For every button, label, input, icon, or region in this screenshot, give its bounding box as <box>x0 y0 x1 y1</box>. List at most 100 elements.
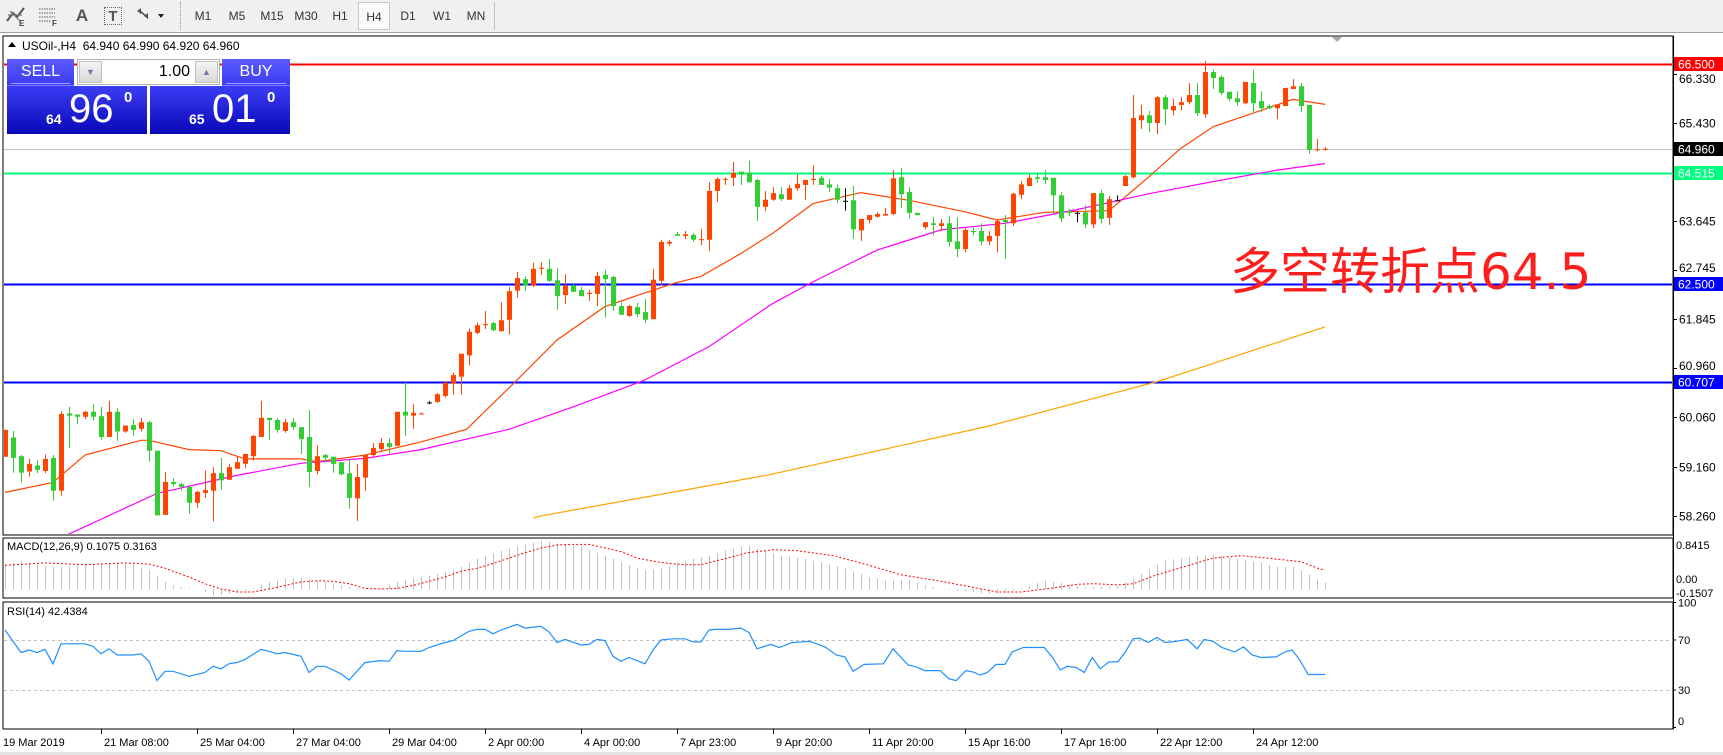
buy-button[interactable]: BUY <box>222 59 290 86</box>
candle <box>971 226 976 236</box>
candle <box>75 414 80 425</box>
candle-body <box>979 230 984 242</box>
candle <box>115 407 120 441</box>
sell-button[interactable]: SELL <box>7 59 74 86</box>
time-axis-label: 2 Apr 00:00 <box>488 737 544 749</box>
macd-plot <box>4 540 1326 596</box>
timeframe-mn[interactable]: MN <box>466 9 486 23</box>
candle-body <box>763 199 768 207</box>
arrows-dropdown-icon[interactable] <box>134 5 170 27</box>
candle-body <box>1307 104 1312 150</box>
candle <box>211 467 216 522</box>
sell-label: SELL <box>20 63 61 80</box>
candle <box>1059 192 1064 223</box>
candle-body <box>699 239 704 241</box>
candle <box>939 218 944 231</box>
candle <box>691 233 696 242</box>
rsi-panel[interactable] <box>2 601 1674 730</box>
timeframe-m1[interactable]: M1 <box>194 9 212 23</box>
candle <box>419 412 424 415</box>
candle-body <box>67 413 72 416</box>
candle-body <box>435 394 440 402</box>
price-tag-label: 64.515 <box>1678 167 1715 181</box>
candle <box>507 286 512 335</box>
lot-size-input[interactable]: 1.00 <box>158 63 190 80</box>
collapse-arrow-icon[interactable] <box>8 42 16 47</box>
candle <box>1155 96 1160 134</box>
candle <box>763 190 768 212</box>
candle-body <box>211 473 216 491</box>
chart-elliott-icon[interactable]: E <box>4 5 28 27</box>
rsi-line <box>4 623 1325 682</box>
candle-body <box>859 218 864 231</box>
candle <box>379 438 384 452</box>
candle <box>395 411 400 446</box>
macd-label: MACD(12,26,9) 0.1075 0.3163 <box>7 541 157 553</box>
candle <box>1219 75 1224 96</box>
rsi-value: 42.4384 <box>47 606 88 618</box>
candle <box>435 393 440 404</box>
timeframe-m15[interactable]: M15 <box>260 9 284 23</box>
candle-body <box>715 178 720 191</box>
candle-body <box>1091 193 1096 225</box>
candle-body <box>1259 101 1264 109</box>
time-axis-label: 21 Mar 08:00 <box>104 737 169 749</box>
candle-body <box>1059 195 1064 219</box>
timeframe-d1[interactable]: D1 <box>400 9 416 23</box>
candle-body <box>531 268 536 286</box>
candle <box>1267 104 1272 110</box>
lot-increase-button[interactable]: ▲ <box>195 61 218 83</box>
candle <box>1315 138 1320 152</box>
candle-body <box>1227 91 1232 99</box>
candle <box>515 272 520 298</box>
timeframe-w1[interactable]: W1 <box>433 9 451 23</box>
lot-decrease-button[interactable]: ▼ <box>79 61 102 83</box>
timeframe-m5[interactable]: M5 <box>228 9 246 23</box>
candle-body <box>875 213 880 217</box>
toolbar-separator <box>180 2 181 30</box>
candle-body <box>1315 149 1320 151</box>
candle-body <box>923 222 928 228</box>
candle <box>451 372 456 395</box>
toolbar-separator <box>494 2 495 30</box>
candle-body <box>195 491 200 503</box>
macd-axis: 0.8415 0.00 -0.1507 <box>1676 540 1713 600</box>
candle <box>403 382 408 436</box>
chart-shift-marker-icon[interactable] <box>1332 37 1342 42</box>
price-tick-label: 62.745 <box>1679 261 1716 275</box>
candle-body <box>827 184 832 188</box>
candle <box>907 187 912 219</box>
ask-price-box[interactable]: 65 01 0 <box>150 86 290 134</box>
candle-body <box>899 177 904 195</box>
candle <box>1259 91 1264 113</box>
macd-signal-line <box>4 543 1326 593</box>
text-label-icon[interactable]: T <box>104 7 122 25</box>
candle <box>187 486 192 514</box>
chart-annotation-text[interactable]: 多空转折点64.5 <box>1230 243 1592 301</box>
price-tick-label: 59.160 <box>1679 461 1716 475</box>
candle-body <box>963 229 968 250</box>
candle-body <box>419 413 424 415</box>
candle-body <box>1187 95 1192 103</box>
candle-body <box>59 413 64 491</box>
candle <box>1091 193 1096 229</box>
candle-body <box>235 462 240 469</box>
timeframe-m30[interactable]: M30 <box>294 9 318 23</box>
candle-body <box>795 183 800 189</box>
candle <box>35 460 40 474</box>
timeframe-h1[interactable]: H1 <box>332 9 348 23</box>
candle-body <box>299 427 304 440</box>
lot-size-stepper[interactable]: ▼ 1.00 ▲ <box>77 59 220 85</box>
time-axis-label: 9 Apr 20:00 <box>776 737 832 749</box>
candle <box>843 188 848 211</box>
timeframe-h4[interactable]: H4 <box>358 2 390 30</box>
candle <box>1083 205 1088 229</box>
candle <box>347 458 352 509</box>
text-icon[interactable]: A <box>75 6 89 25</box>
macd-main-value: 0.1075 <box>86 541 121 553</box>
bid-price-box[interactable]: 64 96 0 <box>7 86 147 134</box>
grid-fibo-icon[interactable]: F <box>36 5 60 27</box>
candle <box>147 421 152 462</box>
candle-body <box>507 291 512 320</box>
